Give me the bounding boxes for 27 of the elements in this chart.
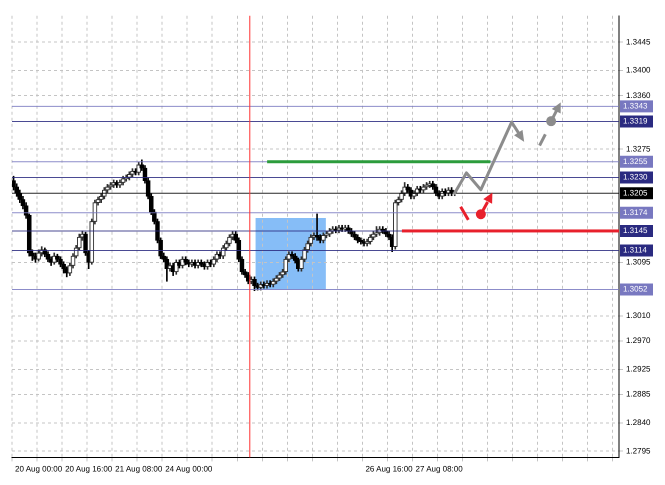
y-tick-label: 1.3360: [626, 90, 652, 100]
y-tick-label: 1.3275: [626, 144, 652, 154]
x-tick-label: 27 Aug 08:00: [416, 464, 464, 474]
y-tick-label: 1.2840: [626, 418, 652, 428]
y-tick-label: 1.3400: [626, 66, 652, 75]
ref-line-label: 1.3230: [623, 172, 648, 182]
ref-line-label: 1.3319: [623, 116, 648, 126]
x-tick-label: 20 Aug 16:00: [65, 464, 113, 474]
y-tick-label: 1.3010: [626, 311, 652, 320]
x-tick-label: 26 Aug 16:00: [365, 464, 414, 474]
x-tick-label: 21 Aug 08:00: [115, 464, 163, 474]
y-tick-label: 1.2970: [626, 336, 652, 346]
ref-line-label: 1.3343: [623, 102, 648, 111]
ref-line-label: 1.3052: [623, 284, 648, 294]
y-tick-label: 1.3445: [626, 37, 652, 46]
ref-line-label: 1.3145: [623, 226, 648, 236]
ref-line-label: 1.3255: [623, 156, 648, 166]
y-tick-label: 1.2885: [626, 390, 652, 399]
y-tick-label: 1.3095: [626, 258, 652, 267]
ref-line-label: 1.3205: [623, 188, 648, 198]
ref-line-label: 1.3114: [623, 246, 648, 255]
x-tick-label: 24 Aug 00:00: [165, 464, 213, 474]
ref-line-label: 1.3174: [623, 208, 648, 217]
candlestick: [374, 226, 379, 237]
y-tick-label: 1.2795: [626, 446, 652, 456]
y-tick-label: 1.2925: [626, 364, 652, 374]
x-tick-label: 20 Aug 00:00: [15, 464, 63, 474]
